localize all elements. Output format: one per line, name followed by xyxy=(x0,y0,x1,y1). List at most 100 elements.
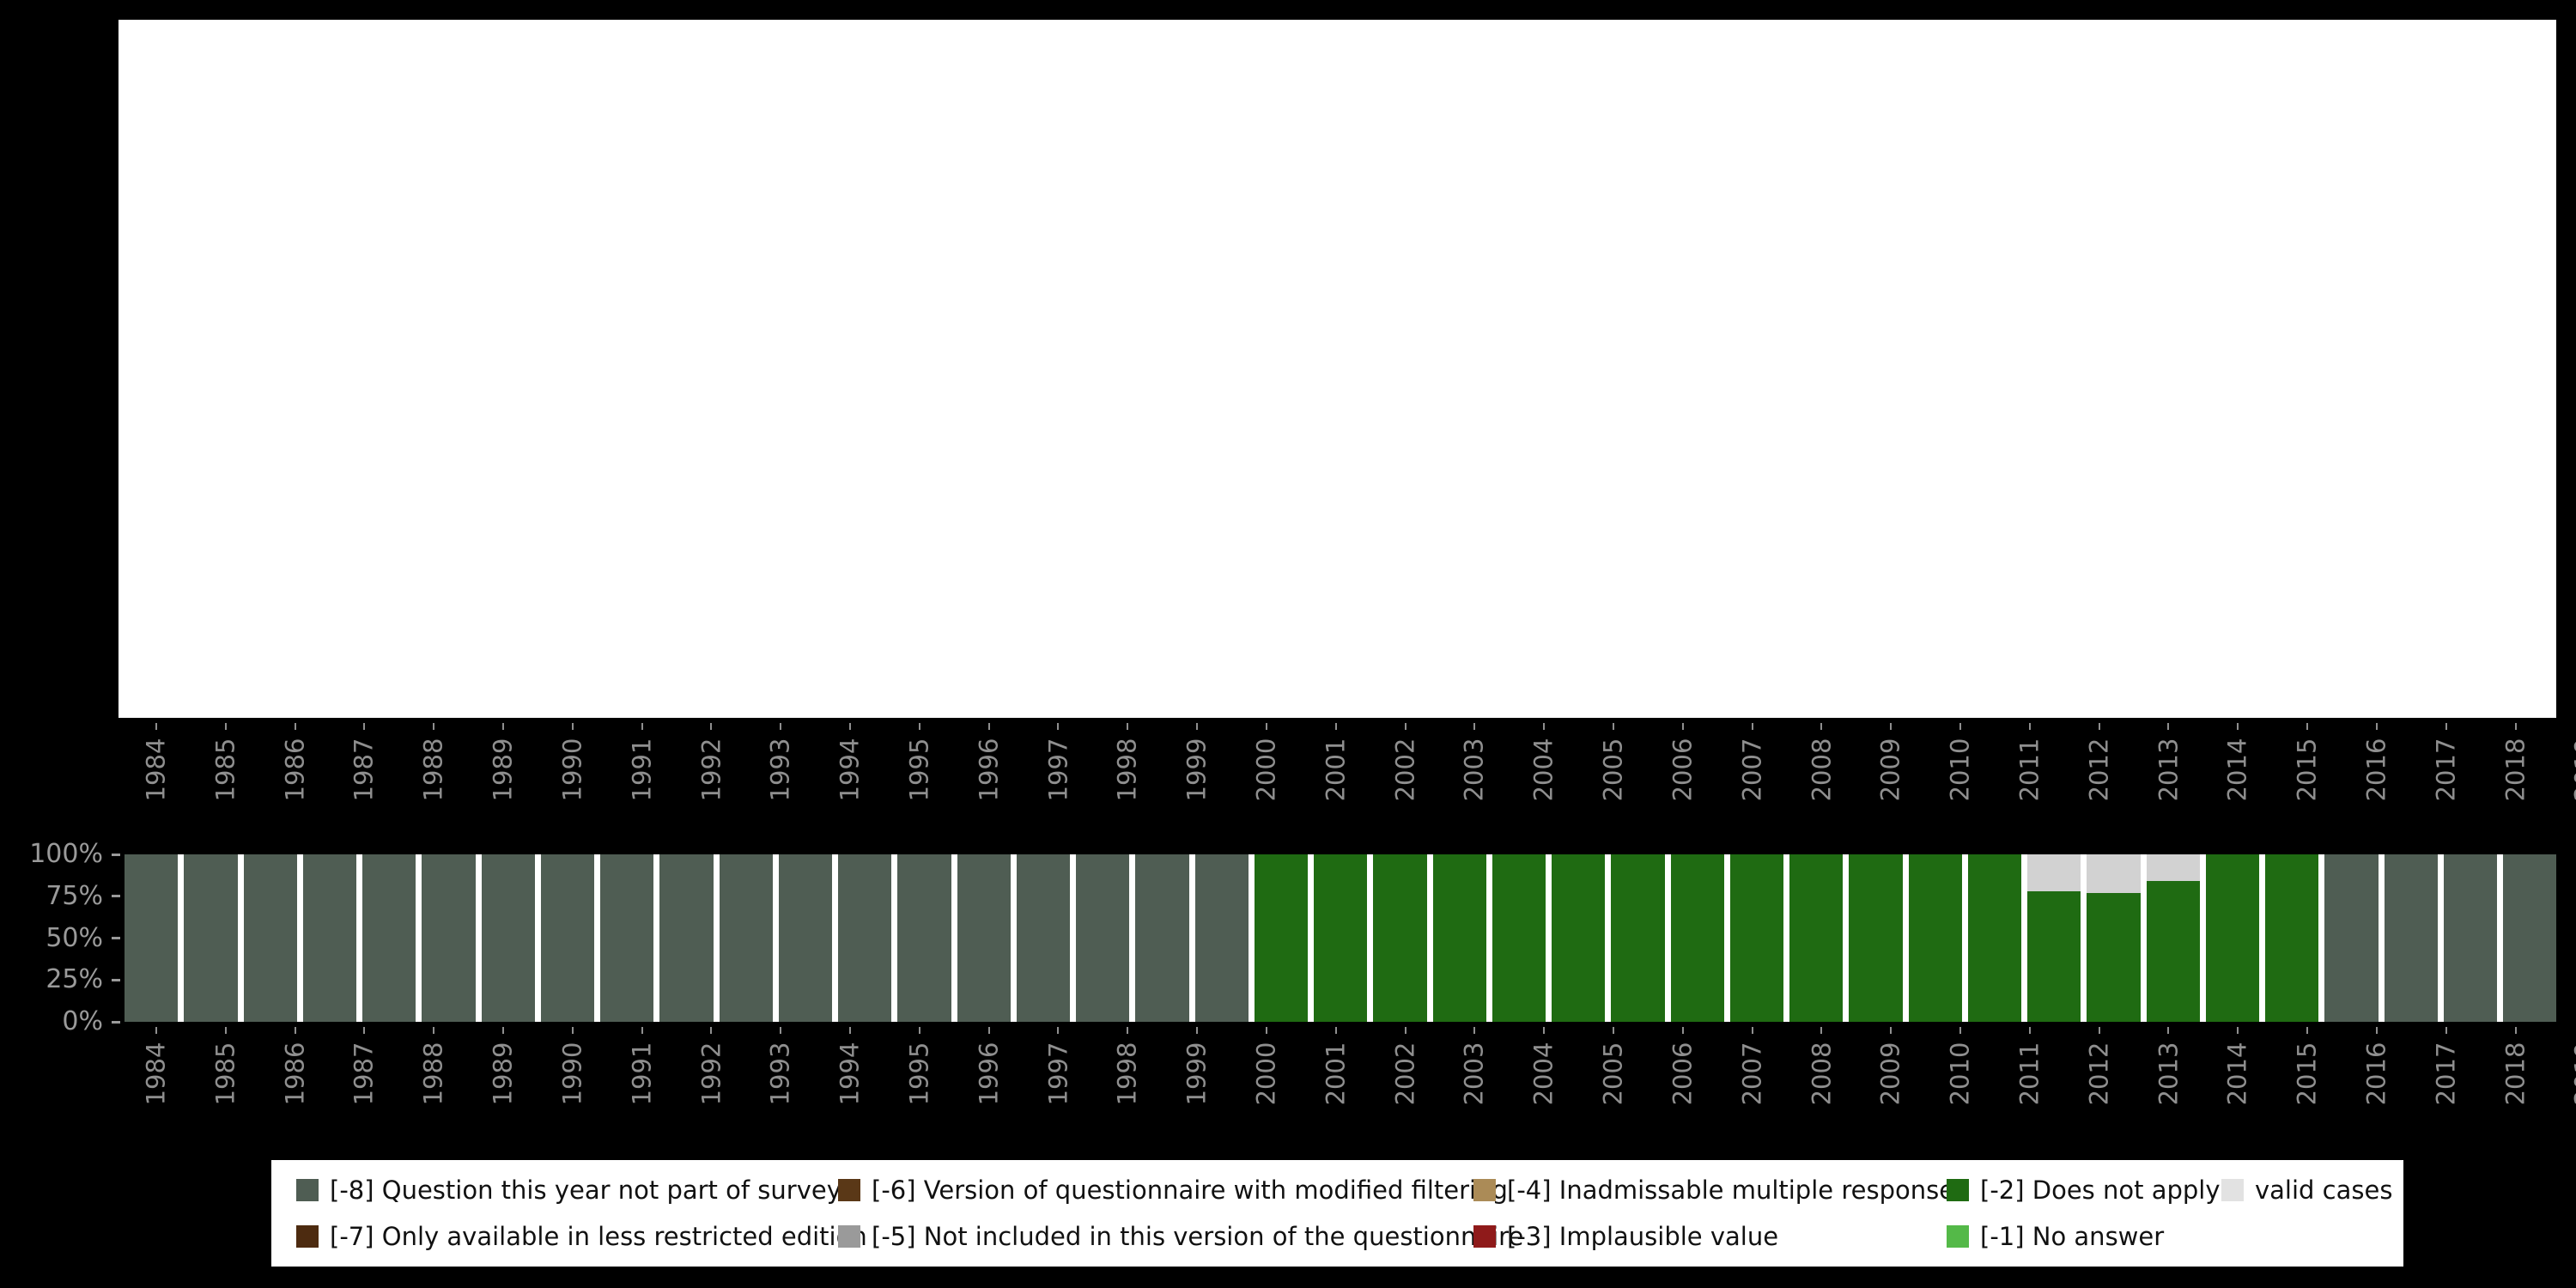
bar-segment xyxy=(1670,854,1724,1022)
x-tick-label: 1989 xyxy=(488,738,518,802)
y-tick-mark xyxy=(112,895,120,898)
y-tick-label: 0% xyxy=(62,1006,103,1036)
x-tick-label: 2015 xyxy=(2292,1042,2322,1106)
x-tick-mark xyxy=(1473,723,1476,730)
x-axis-slot-1988: 1988 xyxy=(402,1027,465,1128)
x-axis-slot-1987: 1987 xyxy=(332,1027,396,1128)
bar-segment xyxy=(422,854,476,1022)
bar-segment xyxy=(1967,854,2021,1022)
x-tick-mark xyxy=(987,723,990,730)
bar-1998 xyxy=(957,854,1011,1022)
x-axis-slot-1994: 1994 xyxy=(818,1027,882,1128)
bar-2013 xyxy=(1849,854,1903,1022)
bar-segment xyxy=(2205,854,2259,1022)
x-tick-mark xyxy=(918,1027,920,1034)
legend-swatch xyxy=(1947,1225,1969,1248)
legend-swatch xyxy=(1473,1225,1496,1248)
x-tick-label: 2001 xyxy=(1321,1042,1351,1106)
x-tick-mark xyxy=(2098,1027,2100,1034)
x-tick-label: 2019 xyxy=(2569,738,2576,802)
legend-label: [-6] Version of questionnaire with modif… xyxy=(872,1175,1508,1205)
legend-item: [-7] Only available in less restricted e… xyxy=(296,1224,867,1249)
x-axis-slot-1996: 1996 xyxy=(957,723,1021,824)
x-tick-mark xyxy=(1612,723,1614,730)
bar-segment xyxy=(2265,854,2319,1022)
bar-segment xyxy=(2443,854,2497,1022)
y-tick-mark xyxy=(112,853,120,856)
x-tick-mark xyxy=(710,723,713,730)
bar-1993 xyxy=(659,854,714,1022)
bar-segment xyxy=(1135,854,1189,1022)
bar-1999 xyxy=(1016,854,1070,1022)
x-tick-mark xyxy=(501,1027,504,1034)
x-tick-mark xyxy=(2445,1027,2447,1034)
bar-2002 xyxy=(1194,854,1249,1022)
bar-segment xyxy=(957,854,1011,1022)
legend-item: [-8] Question this year not part of surv… xyxy=(296,1175,841,1205)
bar-segment xyxy=(2503,854,2557,1022)
x-tick-mark xyxy=(1543,1027,1546,1034)
x-axis-slot-2003: 2003 xyxy=(1443,723,1506,824)
bar-segment xyxy=(1849,854,1903,1022)
bar-2021 xyxy=(2324,854,2379,1022)
x-axis-slot-2004: 2004 xyxy=(1512,723,1576,824)
bar-2010 xyxy=(1670,854,1724,1022)
bar-segment xyxy=(125,854,179,1022)
x-axis-slot-2005: 2005 xyxy=(1582,1027,1645,1128)
x-tick-label: 1985 xyxy=(210,738,240,802)
x-axis-slot-1993: 1993 xyxy=(749,723,812,824)
legend-label: [-8] Question this year not part of surv… xyxy=(330,1175,841,1205)
x-axis-slot-2005: 2005 xyxy=(1582,723,1645,824)
x-tick-label: 1994 xyxy=(835,738,865,802)
x-tick-mark xyxy=(849,723,852,730)
bar-1990 xyxy=(481,854,535,1022)
x-tick-label: 1992 xyxy=(696,1042,726,1106)
bar-1988 xyxy=(362,854,416,1022)
x-axis-slot-1998: 1998 xyxy=(1096,1027,1159,1128)
x-tick-label: 2019 xyxy=(2569,1042,2576,1106)
x-axis-slot-1995: 1995 xyxy=(888,1027,951,1128)
x-axis-top: 1984 1985 1986 1987 1988 1989 1990 1991 1992 1993… xyxy=(125,723,2576,824)
x-tick-mark xyxy=(2237,723,2239,730)
x-axis-slot-2002: 2002 xyxy=(1374,1027,1437,1128)
x-tick-label: 2007 xyxy=(1737,738,1767,802)
x-tick-label: 1995 xyxy=(904,738,934,802)
x-tick-mark xyxy=(2514,1027,2517,1034)
x-tick-label: 1994 xyxy=(835,1042,865,1106)
x-axis-slot-1996: 1996 xyxy=(957,1027,1021,1128)
x-tick-mark xyxy=(2306,1027,2309,1034)
bar-segment xyxy=(1373,854,1427,1022)
x-axis-slot-1984: 1984 xyxy=(125,1027,188,1128)
legend-swatch xyxy=(296,1225,319,1248)
legend-item: [-5] Not included in this version of the… xyxy=(838,1224,1523,1249)
x-tick-label: 1985 xyxy=(210,1042,240,1106)
bar-segment xyxy=(2087,854,2141,893)
x-tick-mark xyxy=(501,723,504,730)
bar-segment xyxy=(2087,892,2141,1022)
bar-1994 xyxy=(719,854,773,1022)
bar-segment xyxy=(362,854,416,1022)
legend-label: [-1] No answer xyxy=(1980,1221,2165,1251)
x-tick-mark xyxy=(2514,723,2517,730)
x-tick-label: 1999 xyxy=(1182,1042,1212,1106)
y-axis: 100% 75% 50% 25% 0% xyxy=(0,841,122,1035)
x-tick-label: 2002 xyxy=(1390,738,1420,802)
legend-label: [-5] Not included in this version of the… xyxy=(872,1221,1524,1251)
x-tick-mark xyxy=(1751,723,1753,730)
x-axis-slot-2012: 2012 xyxy=(2068,1027,2131,1128)
x-tick-mark xyxy=(1196,1027,1199,1034)
x-axis-slot-2006: 2006 xyxy=(1651,1027,1715,1128)
x-tick-mark xyxy=(571,1027,574,1034)
bar-segment xyxy=(1908,854,1962,1022)
x-tick-label: 2007 xyxy=(1737,1042,1767,1106)
x-axis-slot-2013: 2013 xyxy=(2137,1027,2201,1128)
x-axis-slot-1989: 1989 xyxy=(471,1027,535,1128)
legend-label: valid cases xyxy=(2255,1175,2393,1205)
bar-2020 xyxy=(2265,854,2319,1022)
x-axis-slot-1994: 1994 xyxy=(818,723,882,824)
x-axis-slot-2009: 2009 xyxy=(1859,1027,1923,1128)
empty-plot-panel xyxy=(118,20,2556,718)
x-axis-slot-1991: 1991 xyxy=(611,1027,674,1128)
x-axis-slot-2017: 2017 xyxy=(2415,1027,2478,1128)
legend-label: [-4] Inadmissable multiple response xyxy=(1507,1175,1955,1205)
